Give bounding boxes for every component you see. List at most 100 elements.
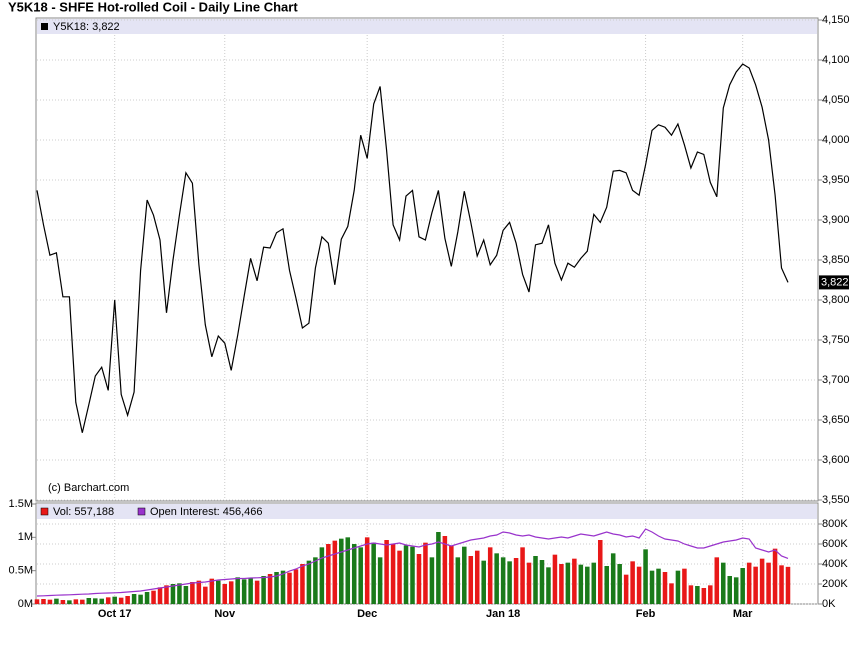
volume-bar: [772, 548, 778, 604]
last-value-label: 3,822: [821, 276, 849, 288]
volume-bar: [429, 557, 435, 604]
volume-bar: [274, 572, 279, 604]
volume-bar: [345, 537, 351, 604]
y-tick-label: 3,600: [822, 454, 850, 466]
volume-bar: [630, 561, 635, 604]
volume-bar: [377, 557, 383, 604]
volume-bar: [384, 540, 389, 604]
volume-bar: [125, 596, 130, 604]
volume-bar: [682, 568, 687, 604]
volume-bar: [93, 598, 98, 604]
volume-bar: [364, 537, 370, 604]
volume-bar: [636, 566, 642, 604]
volume-bar: [526, 562, 532, 604]
legend-swatch: [40, 507, 49, 516]
volume-bar: [610, 553, 616, 604]
volume-bar: [190, 582, 195, 604]
y-tick-label: 4,050: [822, 94, 850, 106]
volume-bar: [410, 546, 415, 604]
volume-bar: [708, 585, 713, 604]
volume-bar: [779, 565, 784, 604]
x-tick-label: Nov: [214, 608, 236, 620]
y-tick-label: 3,750: [822, 334, 850, 346]
x-tick-label: Feb: [636, 608, 656, 620]
volume-bar: [112, 596, 117, 604]
volume-bar: [727, 576, 732, 604]
volume-bar: [248, 578, 253, 604]
volume-bar: [507, 561, 512, 604]
volume-bar: [591, 562, 597, 604]
volume-bar: [183, 586, 189, 604]
volume-bar: [565, 562, 571, 604]
volume-bar: [481, 560, 486, 604]
volume-bar: [138, 594, 143, 604]
y-tick-label: 3,800: [822, 294, 850, 306]
volume-bar: [623, 574, 629, 604]
y-tick-label: 4,100: [822, 54, 850, 66]
y-tick-label: 1.5M: [9, 498, 33, 510]
volume-bar: [675, 570, 681, 604]
y-tick-label: 1M: [18, 531, 33, 543]
volume-bar: [759, 558, 765, 604]
volume-bar: [539, 560, 545, 604]
price-line: [36, 63, 789, 433]
volume-bar: [462, 546, 467, 604]
volume-bar: [578, 564, 584, 604]
y-tick-label: 0.5M: [9, 565, 33, 577]
y-tick-label: 3,900: [822, 214, 850, 226]
y-tick-label: 3,650: [822, 414, 850, 426]
y2-tick-label: 400K: [822, 558, 848, 570]
volume-bar: [293, 569, 299, 604]
volume-bar: [170, 584, 176, 604]
volume-bar: [513, 558, 519, 604]
volume-bar: [572, 558, 577, 604]
volume-bar: [714, 557, 720, 604]
volume-bar: [73, 599, 79, 604]
volume-bar: [656, 568, 661, 604]
volume-bar: [60, 600, 66, 604]
volume-bar: [643, 549, 648, 604]
last-value-box: [819, 275, 849, 290]
volume-bar: [474, 550, 480, 604]
volume-bar: [80, 599, 85, 604]
volume-bar: [688, 585, 694, 604]
volume-bar: [436, 532, 441, 604]
y2-tick-label: 600K: [822, 538, 848, 550]
volume-bar: [597, 540, 603, 604]
volume-bar: [449, 546, 454, 604]
volume-bar: [164, 585, 169, 604]
volume-bar: [604, 566, 609, 604]
volume-bar: [319, 547, 325, 604]
volume-bar: [261, 576, 266, 604]
volume-bar: [494, 553, 499, 604]
chart-title: Y5K18 - SHFE Hot-rolled Coil - Daily Lin…: [8, 0, 298, 14]
x-tick-label: Oct 17: [98, 608, 132, 620]
volume-bar: [617, 564, 622, 604]
y2-tick-label: 200K: [822, 578, 848, 590]
volume-bar: [144, 592, 150, 604]
y-tick-label: 3,700: [822, 374, 850, 386]
volume-bar: [157, 587, 163, 604]
volume-bar: [228, 581, 234, 604]
volume-bar: [785, 566, 791, 604]
legend-swatch: [137, 507, 146, 516]
volume-bar: [287, 572, 292, 604]
volume-bar: [47, 599, 53, 604]
legend-label: Open Interest: 456,466: [150, 506, 263, 518]
volume-bar: [151, 590, 156, 604]
volume-bar: [300, 564, 305, 604]
volume-bar: [326, 544, 331, 604]
volume-bar: [390, 544, 396, 604]
watermark: (c) Barchart.com: [48, 482, 129, 494]
volume-bar: [423, 542, 428, 604]
volume-bar: [733, 577, 739, 604]
volume-bar: [254, 580, 260, 604]
y-tick-label: 4,150: [822, 14, 850, 26]
volume-bar: [559, 564, 564, 604]
volume-bar: [397, 550, 402, 604]
volume-bar: [500, 557, 506, 604]
y2-tick-label: 0K: [822, 598, 836, 610]
y-tick-label: 3,550: [822, 494, 850, 506]
